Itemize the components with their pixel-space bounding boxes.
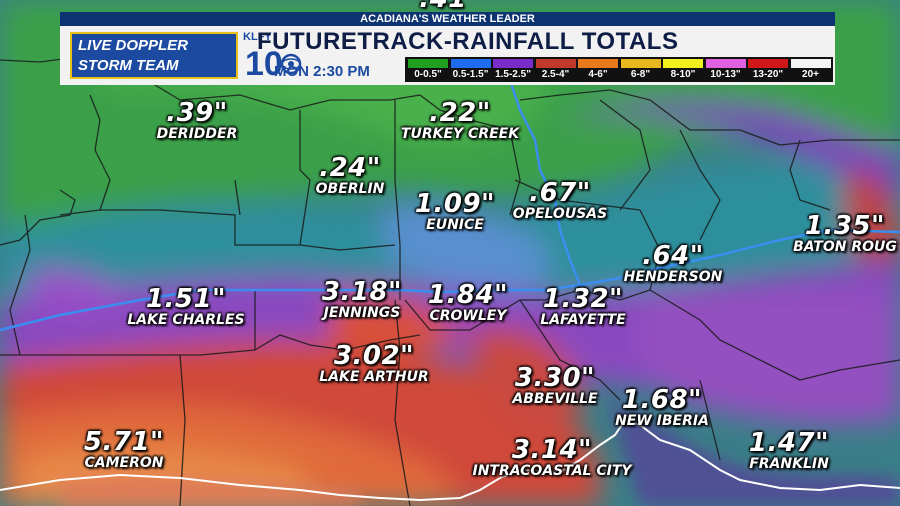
legend-swatch [493, 59, 533, 68]
location-lake-charles: 1.51" LAKE CHARLES [127, 286, 244, 328]
coastline [0, 418, 900, 502]
location-name: LAFAYETTE [540, 312, 626, 328]
location-name: HENDERSON [623, 269, 723, 285]
location-abbeville: 3.30" ABBEVILLE [512, 365, 597, 407]
legend-swatch [705, 59, 746, 68]
location-franklin: 1.47" FRANKLIN [749, 430, 829, 472]
legend-swatch [450, 59, 491, 68]
logo-line-2: STORM TEAM [78, 57, 179, 74]
location-intracoastal-city: 3.14" INTRACOASTAL CITY [472, 437, 631, 479]
station-number: 10 [245, 45, 283, 79]
legend-label: 0.5-1.5" [452, 69, 489, 80]
location-name: NEW IBERIA [615, 413, 709, 429]
top-partial-value: .41" [419, 0, 481, 12]
legend-label: 0-0.5" [414, 69, 442, 80]
location-cameron: 5.71" CAMERON [84, 429, 164, 471]
location-value: 3.14" [511, 435, 593, 465]
location-name: LAKE ARTHUR [319, 369, 429, 385]
location-value: .64" [642, 241, 704, 271]
legend-swatch [535, 59, 576, 68]
legend-label: 2.5-4" [541, 69, 570, 80]
legend-label: 8-10" [670, 69, 696, 80]
legend-label: 4-6" [588, 69, 608, 80]
location-name: INTRACOASTAL CITY [472, 463, 632, 479]
location-name: DERIDDER [156, 126, 238, 142]
location-henderson: .64" HENDERSON [624, 243, 723, 285]
location-value: 1.84" [427, 280, 509, 310]
location-turkey-creek: .22" TURKEY CREEK [401, 100, 519, 142]
location-value: 1.51" [145, 284, 227, 314]
location-value: 1.47" [748, 428, 830, 458]
location-value: 3.02" [333, 341, 415, 371]
location-name: BATON ROUG [793, 239, 897, 255]
location-value: .22" [429, 98, 491, 128]
location-oberlin: .24" OBERLIN [316, 155, 385, 197]
location-name: JENNINGS [323, 305, 401, 321]
location-value: 1.68" [621, 385, 703, 415]
gulf-water [60, 400, 900, 506]
page-title: FUTURETRACK-RAINFALL TOTALS [257, 28, 679, 55]
legend-label: 1.5-2.5" [495, 69, 531, 80]
legend-label: 6-8" [630, 69, 651, 80]
location-name: FRANKLIN [749, 456, 829, 472]
logo-line-1: LIVE DOPPLER [78, 37, 189, 54]
legend-swatch [790, 59, 831, 68]
location-lake-arthur: 3.02" LAKE ARTHUR [319, 343, 428, 385]
location-value: .39" [166, 98, 228, 128]
top-partial-label: .41" [419, 0, 481, 12]
header-banner: ACADIANA'S WEATHER LEADER LIVE DOPPLER S… [60, 12, 835, 85]
location-name: LAKE CHARLES [127, 312, 245, 328]
location-value: 1.32" [542, 284, 624, 314]
tagline-strip: ACADIANA'S WEATHER LEADER [60, 12, 835, 26]
location-name: EUNICE [426, 217, 484, 233]
highways [0, 79, 900, 332]
location-deridder: .39" DERIDDER [157, 100, 238, 142]
legend-swatch [748, 59, 788, 68]
location-name: OPELOUSAS [512, 206, 608, 222]
parish-boundaries [0, 57, 900, 506]
location-name: CROWLEY [429, 308, 507, 324]
forecast-time: MON 2:30 PM [274, 63, 370, 80]
location-value: 3.30" [514, 363, 596, 393]
location-name: CAMERON [84, 455, 164, 471]
title-band: LIVE DOPPLER STORM TEAM KLFY 10 FUTURETR… [60, 26, 835, 85]
station-call-letters: KLFY [243, 31, 272, 43]
location-name: TURKEY CREEK [400, 126, 520, 142]
location-value: 5.71" [83, 427, 165, 457]
cbs-eye-icon: 10 [245, 45, 302, 79]
location-name: OBERLIN [315, 181, 385, 197]
legend-label: 13-20" [752, 69, 784, 80]
legend-label: 10-13" [710, 69, 741, 80]
location-jennings: 3.18" JENNINGS [322, 279, 402, 321]
location-value: 1.35" [804, 211, 886, 241]
location-eunice: 1.09" EUNICE [415, 191, 495, 233]
location-baton-rouge: 1.35" BATON ROUG [793, 213, 897, 255]
legend-label: 20+ [802, 69, 819, 80]
location-name: ABBEVILLE [512, 391, 598, 407]
location-value: 1.09" [414, 189, 496, 219]
location-lafayette: 1.32" LAFAYETTE [540, 286, 625, 328]
location-crowley: 1.84" CROWLEY [428, 282, 508, 324]
storm-team-logo: LIVE DOPPLER STORM TEAM [70, 32, 238, 79]
legend-swatch [620, 59, 661, 68]
rainfall-legend: 0-0.5" 0.5-1.5" 1.5-2.5" 2.5-4" 4-6" 6-8" 8-10… [405, 57, 833, 82]
location-opelousas: .67" OPELOUSAS [513, 180, 607, 222]
legend-swatch [578, 59, 618, 68]
location-value: .67" [529, 178, 591, 208]
legend-swatch [663, 59, 703, 68]
station-logo: KLFY 10 [243, 31, 307, 79]
location-value: .24" [319, 153, 381, 183]
legend-swatch [408, 59, 448, 68]
location-value: 3.18" [321, 277, 403, 307]
location-new-iberia: 1.68" NEW IBERIA [615, 387, 709, 429]
